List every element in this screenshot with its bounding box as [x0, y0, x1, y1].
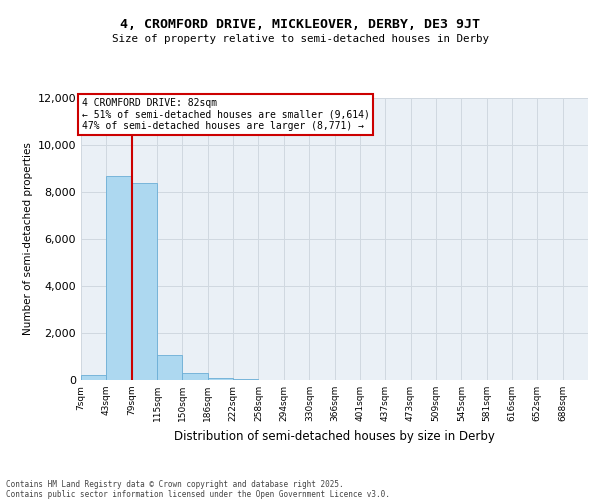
X-axis label: Distribution of semi-detached houses by size in Derby: Distribution of semi-detached houses by … [174, 430, 495, 442]
Text: Contains HM Land Registry data © Crown copyright and database right 2025.
Contai: Contains HM Land Registry data © Crown c… [6, 480, 390, 499]
Bar [208, 378, 233, 380]
Bar [233, 379, 259, 380]
Text: Size of property relative to semi-detached houses in Derby: Size of property relative to semi-detach… [112, 34, 488, 44]
Bar [81, 376, 106, 380]
Text: 4 CROMFORD DRIVE: 82sqm
← 51% of semi-detached houses are smaller (9,614)
47% of: 4 CROMFORD DRIVE: 82sqm ← 51% of semi-de… [82, 98, 370, 130]
Bar [132, 184, 157, 380]
Text: 4, CROMFORD DRIVE, MICKLEOVER, DERBY, DE3 9JT: 4, CROMFORD DRIVE, MICKLEOVER, DERBY, DE… [120, 18, 480, 30]
Y-axis label: Number of semi-detached properties: Number of semi-detached properties [23, 142, 34, 335]
Bar [157, 356, 182, 380]
Bar [182, 372, 208, 380]
Bar [106, 176, 132, 380]
